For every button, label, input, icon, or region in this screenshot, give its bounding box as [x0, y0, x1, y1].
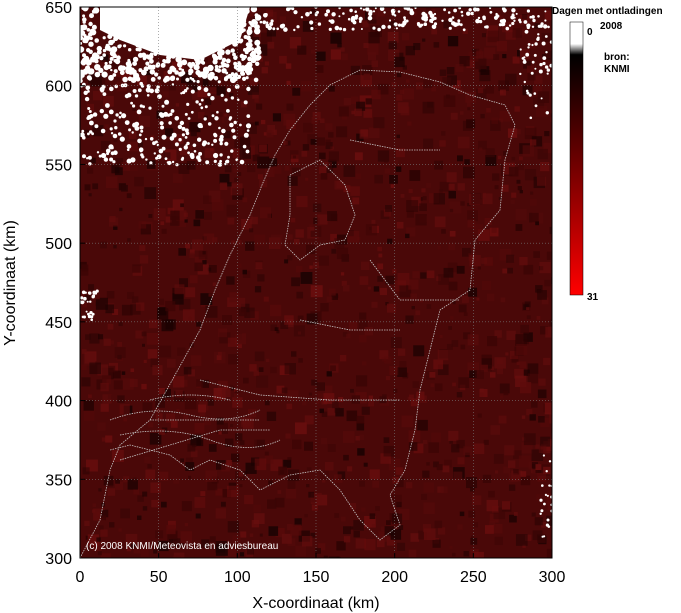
coastline	[80, 69, 516, 558]
ijsselmeer-outline	[284, 159, 356, 261]
x-tick-label: 200	[381, 569, 408, 586]
no-discharge-area	[80, 7, 552, 538]
x-tick-label: 0	[76, 569, 85, 586]
source-label: bron:	[604, 52, 630, 63]
y-tick-label: 500	[45, 236, 72, 253]
x-tick-label: 100	[224, 569, 251, 586]
x-tick-label: 300	[539, 569, 566, 586]
y-tick-label: 550	[45, 157, 72, 174]
y-tick-label: 600	[45, 79, 72, 96]
y-tick-label: 400	[45, 394, 72, 411]
x-tick-label: 50	[150, 569, 168, 586]
colorbar-max-label: 31	[587, 292, 599, 303]
x-axis: 0 50 100 150 200 250 300	[76, 553, 566, 586]
x-axis-label: X-coordinaat (km)	[252, 595, 379, 612]
x-tick-label: 150	[303, 569, 330, 586]
netherlands-border	[80, 69, 516, 558]
y-tick-label: 350	[45, 472, 72, 489]
y-axis: 300 350 400 450 500 550 600 650	[45, 0, 85, 568]
source-name: KNMI	[604, 64, 630, 75]
colorbar-min-label: 0	[587, 27, 593, 38]
legend-year: 2008	[600, 21, 623, 32]
x-tick-label: 250	[460, 569, 487, 586]
province-lines	[119, 139, 460, 461]
legend: Dagen met ontladingen 2008 0 31 bron: KN…	[552, 6, 663, 303]
y-tick-label: 300	[45, 551, 72, 568]
plot-area: (c) 2008 KNMI/Meteovista en adviesbureau	[80, 7, 552, 558]
grid-lines	[80, 7, 552, 558]
copyright-text: (c) 2008 KNMI/Meteovista en adviesbureau	[86, 541, 278, 552]
y-tick-label: 650	[45, 0, 72, 17]
y-tick-label: 450	[45, 315, 72, 332]
delta-waterways	[109, 394, 281, 448]
y-axis-label: Y-coordinaat (km)	[2, 220, 19, 346]
legend-title: Dagen met ontladingen	[552, 6, 663, 17]
colorbar	[569, 21, 584, 296]
